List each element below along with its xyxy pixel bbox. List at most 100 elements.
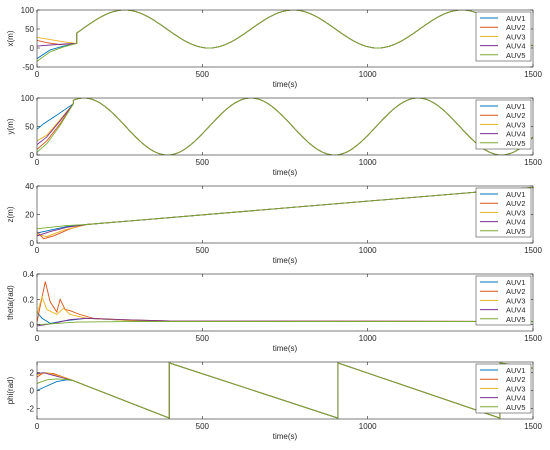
legend-label-auv5: AUV5 bbox=[506, 227, 526, 236]
series-line-auv5 bbox=[37, 10, 533, 62]
y-tick-label: -2 bbox=[27, 404, 35, 413]
y-tick-label: 50 bbox=[25, 25, 34, 34]
series-line-auv5 bbox=[37, 186, 533, 230]
x-tick-label: 500 bbox=[196, 422, 210, 431]
series-line-auv5 bbox=[37, 362, 533, 419]
legend-label-auv1: AUV1 bbox=[506, 366, 526, 375]
y-tick-label: 50 bbox=[25, 123, 34, 132]
series-line-auv1 bbox=[37, 98, 533, 155]
series-lines bbox=[37, 281, 533, 327]
legend-label-auv5: AUV5 bbox=[506, 51, 526, 60]
legend-label-auv2: AUV2 bbox=[506, 287, 526, 296]
y-tick-label: 0 bbox=[30, 151, 35, 160]
y-tick-label: 0.2 bbox=[23, 295, 35, 304]
x-tick-label: 1500 bbox=[524, 334, 542, 343]
x-axis-label: time(s) bbox=[273, 168, 298, 177]
y-tick-label: 0 bbox=[30, 321, 35, 330]
legend-label-auv3: AUV3 bbox=[506, 32, 526, 41]
x-tick-label: 1500 bbox=[524, 422, 542, 431]
legend-label-auv3: AUV3 bbox=[506, 384, 526, 393]
y-axis-label: z(m) bbox=[6, 206, 15, 222]
legend-label-auv3: AUV3 bbox=[506, 208, 526, 217]
y-axis-label: phi(rad) bbox=[6, 376, 15, 404]
y-tick-label: 40 bbox=[25, 182, 34, 191]
series-line-auv1 bbox=[37, 362, 533, 419]
legend-label-auv5: AUV5 bbox=[506, 315, 526, 324]
series-line-auv2 bbox=[37, 10, 533, 49]
x-axis-label: time(s) bbox=[273, 80, 298, 89]
series-line-auv4 bbox=[37, 98, 533, 155]
series-line-auv3 bbox=[37, 10, 533, 49]
subplot-5: 0 500 1000 1500-202time(s)phi(rad)AUV1AUV2A… bbox=[6, 361, 542, 441]
x-tick-label: 1000 bbox=[359, 158, 377, 167]
legend-label-auv1: AUV1 bbox=[506, 102, 526, 111]
x-tick-label: 1000 bbox=[359, 422, 377, 431]
x-tick-label: 1500 bbox=[524, 246, 542, 255]
series-line-auv1 bbox=[37, 186, 533, 234]
series-line-auv2 bbox=[37, 281, 533, 323]
x-tick-label: 1000 bbox=[359, 246, 377, 255]
x-tick-label: 1500 bbox=[524, 158, 542, 167]
x-tick-label: 0 bbox=[35, 158, 40, 167]
y-tick-label: 0.4 bbox=[23, 270, 35, 279]
x-tick-label: 1000 bbox=[359, 334, 377, 343]
y-tick-label: -50 bbox=[22, 63, 34, 72]
legend-label-auv2: AUV2 bbox=[506, 111, 526, 120]
axes-box bbox=[36, 97, 534, 156]
legend-label-auv4: AUV4 bbox=[506, 218, 526, 227]
legend-label-auv3: AUV3 bbox=[506, 120, 526, 129]
y-tick-label: 100 bbox=[21, 6, 35, 15]
x-tick-label: 1000 bbox=[359, 70, 377, 79]
legend-label-auv2: AUV2 bbox=[506, 199, 526, 208]
series-line-auv5 bbox=[37, 98, 533, 155]
series-line-auv4 bbox=[37, 10, 533, 49]
x-axis-label: time(s) bbox=[273, 344, 298, 353]
x-tick-label: 0 bbox=[35, 422, 40, 431]
legend-label-auv5: AUV5 bbox=[506, 139, 526, 148]
series-line-auv4 bbox=[37, 362, 533, 419]
series-lines bbox=[37, 98, 533, 155]
x-tick-label: 500 bbox=[196, 334, 210, 343]
legend-label-auv1: AUV1 bbox=[506, 190, 526, 199]
subplot-2: 0 500 1000 1500050100time(s)y(m)AUV1AUV2AUV… bbox=[6, 94, 542, 177]
legend-label-auv1: AUV1 bbox=[506, 278, 526, 287]
x-axis-label: time(s) bbox=[273, 432, 298, 441]
x-tick-label: 0 bbox=[35, 334, 40, 343]
legend-label-auv4: AUV4 bbox=[506, 42, 526, 51]
x-axis-label: time(s) bbox=[273, 256, 298, 265]
y-tick-label: 0 bbox=[30, 239, 35, 248]
legend-label-auv1: AUV1 bbox=[506, 14, 526, 23]
legend-label-auv4: AUV4 bbox=[506, 394, 526, 403]
series-line-auv3 bbox=[37, 362, 533, 419]
series-lines bbox=[37, 10, 533, 62]
series-line-auv2 bbox=[37, 98, 533, 155]
legend-label-auv5: AUV5 bbox=[506, 403, 526, 412]
x-tick-label: 0 bbox=[35, 70, 40, 79]
series-line-auv2 bbox=[37, 186, 533, 240]
series-line-auv3 bbox=[37, 98, 533, 155]
axes-box bbox=[36, 273, 534, 332]
y-tick-label: 20 bbox=[25, 211, 34, 220]
series-line-auv1 bbox=[37, 10, 533, 59]
subplot-4: 0 500 1000 1500 0 0.2 0.4 time(s) theta(rad) AUV1… bbox=[6, 270, 542, 353]
x-tick-label: 500 bbox=[196, 246, 210, 255]
legend-label-auv2: AUV2 bbox=[506, 23, 526, 32]
legend-label-auv2: AUV2 bbox=[506, 375, 526, 384]
series-lines bbox=[37, 186, 533, 240]
subplot-3: 0 500 1000 1500 0 20 40 time(s) z(m) AUV1AUV2AUV3… bbox=[6, 182, 542, 265]
series-line-auv4 bbox=[37, 186, 533, 237]
x-tick-label: 500 bbox=[196, 70, 210, 79]
legend-label-auv3: AUV3 bbox=[506, 296, 526, 305]
series-line-auv3 bbox=[37, 295, 533, 322]
subplot-1: 0 500 1000 1500-50050100time(s)x(m)AUV1AUV2… bbox=[6, 6, 542, 89]
series-line-auv2 bbox=[37, 362, 533, 419]
legend-label-auv4: AUV4 bbox=[506, 306, 526, 315]
series-lines bbox=[37, 362, 533, 419]
x-tick-label: 1500 bbox=[524, 70, 542, 79]
y-tick-label: 0 bbox=[30, 387, 35, 396]
y-tick-label: 100 bbox=[21, 94, 35, 103]
y-axis-label: x(m) bbox=[6, 30, 15, 46]
